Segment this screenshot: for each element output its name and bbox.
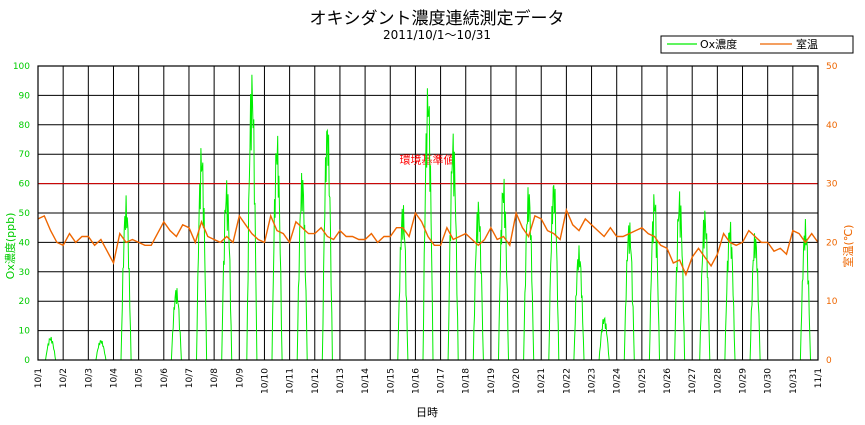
x-tick-label: 10/26: [663, 368, 673, 394]
x-tick-label: 10/21: [537, 368, 547, 394]
x-tick-label: 10/27: [688, 368, 698, 394]
y-left-tick-label: 20: [19, 297, 31, 307]
x-tick-label: 10/20: [512, 368, 522, 394]
y-right-tick-label: 30: [826, 180, 838, 190]
y-left-tick-label: 70: [19, 150, 31, 160]
legend-box: [660, 35, 854, 54]
x-tick-label: 10/12: [311, 368, 321, 394]
temperature-line: [37, 207, 819, 277]
y-right-tick-label: 40: [826, 121, 838, 131]
x-tick-label: 10/18: [462, 368, 472, 394]
x-tick-label: 10/28: [713, 368, 723, 394]
y-right-tick-label: 50: [826, 62, 838, 72]
x-tick-label: 10/24: [613, 368, 623, 394]
y-axis-right-title: 室温(℃): [841, 225, 855, 268]
x-tick-label: 10/30: [764, 368, 774, 394]
x-tick-label: 10/25: [638, 368, 648, 394]
x-tick-label: 10/17: [437, 368, 447, 394]
y-left-tick-label: 80: [19, 121, 31, 131]
legend-label-temp: 室温: [796, 37, 818, 51]
y-left-tick-label: 10: [19, 327, 31, 337]
tick-labels: 0 10 20 30 40 50 60 70 80 90 100 0 10 20 30 40 50 10/1 10/…: [13, 62, 838, 394]
ox-line: [38, 74, 818, 361]
y-right-tick-label: 20: [826, 238, 838, 248]
y-left-tick-label: 40: [19, 238, 31, 248]
y-right-tick-label: 10: [826, 297, 838, 307]
legend-label-ox: Ox濃度: [700, 37, 737, 51]
x-tick-label: 10/14: [361, 368, 371, 394]
chart-title: オキシダント濃度連続測定データ: [310, 8, 565, 29]
chart-subtitle: 2011/10/1～10/31: [383, 28, 491, 42]
x-tick-label: 10/19: [487, 368, 497, 394]
x-axis-title: 日時: [416, 406, 438, 419]
x-tick-label: 10/10: [260, 368, 270, 394]
y-left-tick-label: 90: [19, 91, 31, 101]
x-tick-label: 10/29: [739, 368, 749, 394]
x-tick-label: 10/2: [59, 368, 69, 388]
legend: Ox濃度 室温: [660, 35, 854, 54]
y-left-tick-label: 0: [24, 356, 30, 366]
y-axis-left-title: Ox濃度(ppb): [3, 213, 17, 280]
x-tick-label: 10/11: [286, 368, 296, 394]
x-tick-label: 10/8: [210, 368, 220, 388]
x-tick-label: 10/1: [34, 368, 44, 388]
y-right-tick-label: 0: [826, 356, 832, 366]
y-left-tick-label: 60: [19, 180, 31, 190]
x-tick-label: 10/3: [84, 368, 94, 388]
x-tick-label: 10/15: [386, 368, 396, 394]
series-temp: [37, 207, 819, 277]
reference-line-group: 環境基準値: [38, 153, 818, 185]
y-left-tick-label: 100: [13, 62, 30, 72]
y-left-tick-label: 30: [19, 268, 31, 278]
series-ox: [38, 74, 818, 361]
x-tick-label: 11/1: [814, 368, 824, 388]
x-tick-label: 10/23: [588, 368, 598, 394]
x-tick-label: 10/31: [789, 368, 799, 394]
x-tick-label: 10/13: [336, 368, 346, 394]
x-tick-label: 10/16: [411, 368, 421, 394]
x-tick-label: 10/9: [235, 368, 245, 388]
x-tick-label: 10/4: [109, 368, 119, 388]
plot-border: [37, 65, 819, 361]
y-left-tick-label: 50: [19, 209, 31, 219]
x-tick-label: 10/6: [160, 368, 170, 388]
x-tick-label: 10/5: [135, 368, 145, 388]
plot-area-border: [37, 65, 819, 361]
x-tick-label: 10/22: [562, 368, 572, 394]
x-tick-label: 10/7: [185, 368, 195, 388]
